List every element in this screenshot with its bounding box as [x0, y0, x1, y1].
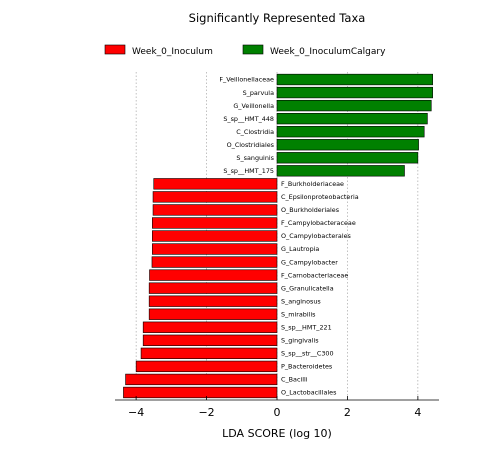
- bar: [151, 256, 278, 268]
- bar: [276, 99, 432, 112]
- bar: [148, 282, 278, 294]
- x-axis: −4 −2 0 2 4: [115, 396, 439, 419]
- bar: [149, 269, 278, 281]
- x-tick-label: 0: [274, 406, 281, 419]
- bar: [148, 295, 278, 307]
- bar-label: O_Campylobacterales: [281, 232, 352, 240]
- bar: [276, 152, 419, 164]
- bar-label: S_anginosus: [281, 297, 321, 305]
- bar-label: S_sanguinis: [236, 154, 274, 162]
- bar: [152, 230, 278, 242]
- bars: [123, 73, 433, 399]
- legend-label-week-0-inoculum: Week_0_Inoculum: [132, 47, 213, 57]
- bar: [148, 308, 278, 320]
- bar-label: O_Lactobacillales: [281, 389, 337, 397]
- bar-label: F_Burkholderiaceae: [281, 180, 344, 188]
- bar: [152, 191, 278, 203]
- bar-label: C_Epsilonproteobacteria: [281, 193, 359, 201]
- bar: [152, 217, 278, 229]
- bar-label: F_Campylobacteraceae: [281, 219, 356, 227]
- bar: [140, 347, 278, 360]
- bar: [153, 178, 278, 190]
- bar-label: S_sp__HMT_175: [223, 167, 274, 175]
- bar-label: S_mirabilis: [281, 310, 316, 318]
- chart-title: Significantly Represented Taxa: [189, 11, 366, 25]
- legend-swatch-week-0-inoculumcalgary: [242, 44, 264, 55]
- bar-label: O_Burkholderiales: [281, 206, 340, 214]
- bar-label: G_Lautropia: [281, 245, 319, 253]
- bar: [276, 126, 425, 138]
- bar: [152, 204, 278, 216]
- bar-label: P_Bacteroidetes: [281, 363, 333, 371]
- bar: [276, 165, 405, 177]
- bar: [152, 243, 278, 255]
- legend: Week_0_Inoculum Week_0_InoculumCalgary: [104, 44, 386, 57]
- x-tick-label: −2: [198, 406, 214, 419]
- bar-label: S_sp__str__C300: [281, 350, 334, 358]
- bar: [135, 360, 278, 373]
- bar: [276, 139, 419, 151]
- bar-label: G_Campylobacter: [281, 258, 338, 266]
- bar-label: S_sp__HMT_221: [281, 323, 332, 331]
- bar-label: C_Clostridia: [236, 128, 274, 136]
- bar-label: S_gingivalis: [281, 337, 319, 345]
- bar: [142, 334, 278, 346]
- bar: [276, 73, 433, 86]
- bar-label: S_parvula: [243, 89, 274, 97]
- bar: [276, 112, 428, 125]
- bar-labels: F_Veillonellaceae S_parvula G_Veillonella S…: [219, 76, 358, 397]
- bar-label: O_Clostridiales: [227, 141, 275, 149]
- x-tick-label: 2: [344, 406, 351, 419]
- bar-label: C_Bacilli: [281, 376, 308, 384]
- bar: [142, 321, 278, 333]
- x-tick-label: −4: [128, 406, 144, 419]
- bar-label: F_Carnobacteriaceae: [281, 271, 348, 279]
- legend-label-week-0-inoculumcalgary: Week_0_InoculumCalgary: [270, 47, 386, 57]
- bar-label: F_Veillonellaceae: [219, 76, 274, 84]
- bar-label: G_Granulicatella: [281, 284, 334, 292]
- bar: [125, 373, 278, 386]
- bar-label: S_sp__HMT_448: [223, 115, 274, 123]
- x-tick-label: 4: [414, 406, 421, 419]
- bar: [123, 386, 278, 399]
- bar-label: G_Veillonella: [233, 102, 274, 110]
- x-axis-label: LDA SCORE (log 10): [222, 427, 332, 440]
- bar: [276, 86, 433, 99]
- legend-swatch-week-0-inoculum: [104, 44, 126, 55]
